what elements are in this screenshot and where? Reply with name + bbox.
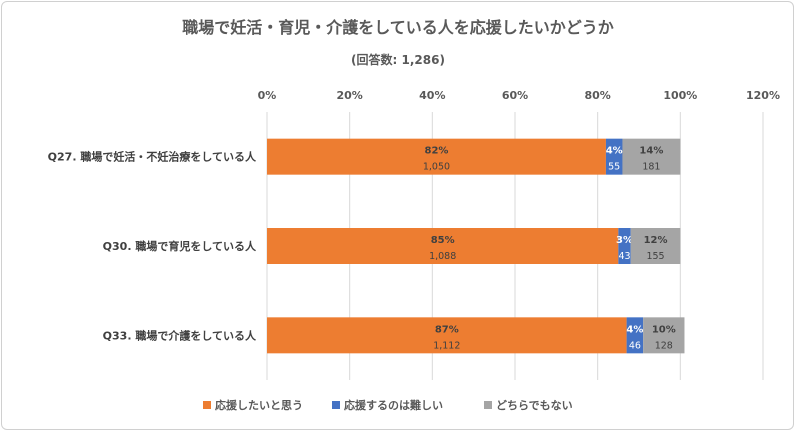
x-axis-ticks: 0% 20% 40% 60% 80% 100% 120% — [258, 89, 780, 102]
bar-segment — [626, 317, 644, 354]
data-label-percent: 82% — [424, 146, 448, 157]
bar-segment — [618, 228, 631, 264]
data-label-percent: 3% — [616, 235, 633, 246]
data-label-count: 1,050 — [423, 162, 450, 173]
legend-label: 応援したいと思う — [215, 398, 303, 412]
bar-segment — [267, 138, 606, 175]
y-axis-categories: Q27. 職場で妊活・不妊治療をしている人 Q30. 職場で育児をしている人 Q33… — [48, 150, 257, 343]
data-label-count: 128 — [655, 340, 673, 351]
x-tick-label: 100% — [663, 89, 697, 102]
legend-swatch — [484, 401, 492, 409]
data-label-percent: 10% — [652, 324, 676, 335]
category-label: Q33. 職場で介護をしている人 — [103, 328, 257, 342]
x-tick-label: 40% — [419, 89, 445, 102]
category-label: Q27. 職場で妊活・不妊治療をしている人 — [48, 150, 257, 164]
x-tick-label: 120% — [746, 89, 780, 102]
x-tick-label: 0% — [258, 89, 277, 102]
data-label-count: 1,088 — [429, 251, 456, 262]
legend-swatch — [332, 401, 340, 409]
x-tick-label: 80% — [584, 89, 610, 102]
x-tick-label: 20% — [336, 89, 362, 102]
legend-label: 応援するのは難しい — [344, 398, 443, 412]
data-label-count: 155 — [646, 251, 664, 262]
bar-segment — [605, 138, 623, 175]
legend-label: どちらでもない — [496, 399, 573, 412]
bar-segment — [267, 317, 627, 354]
data-label-count: 1,112 — [433, 340, 460, 351]
bar-segment — [630, 228, 681, 264]
data-label-count: 43 — [618, 251, 630, 262]
bar-segment — [267, 228, 619, 264]
data-label-count: 46 — [629, 340, 641, 351]
legend: 応援したいと思う 応援するのは難しい どちらでもない — [203, 398, 573, 412]
data-label-percent: 4% — [626, 324, 643, 335]
data-label-percent: 4% — [606, 146, 623, 157]
chart-title: 職場で妊活・育児・介護をしている人を応援したいかどうか — [182, 18, 614, 37]
bar-segment — [643, 317, 685, 354]
data-label-percent: 85% — [431, 235, 455, 246]
bar-segment — [622, 138, 681, 175]
data-label-count: 55 — [608, 162, 620, 173]
data-label-percent: 12% — [644, 235, 668, 246]
legend-swatch — [203, 401, 211, 409]
x-tick-label: 60% — [502, 89, 528, 102]
chart-subtitle: (回答数: 1,286) — [351, 52, 445, 67]
category-label: Q30. 職場で育児をしている人 — [103, 239, 257, 253]
data-label-percent: 87% — [435, 324, 459, 335]
data-label-count: 181 — [642, 162, 660, 173]
data-label-percent: 14% — [639, 146, 663, 157]
bars: 82% 1,050 4% 55 14% 181 85% 1,088 3% 43 12% 155 87% 1… — [267, 138, 685, 354]
